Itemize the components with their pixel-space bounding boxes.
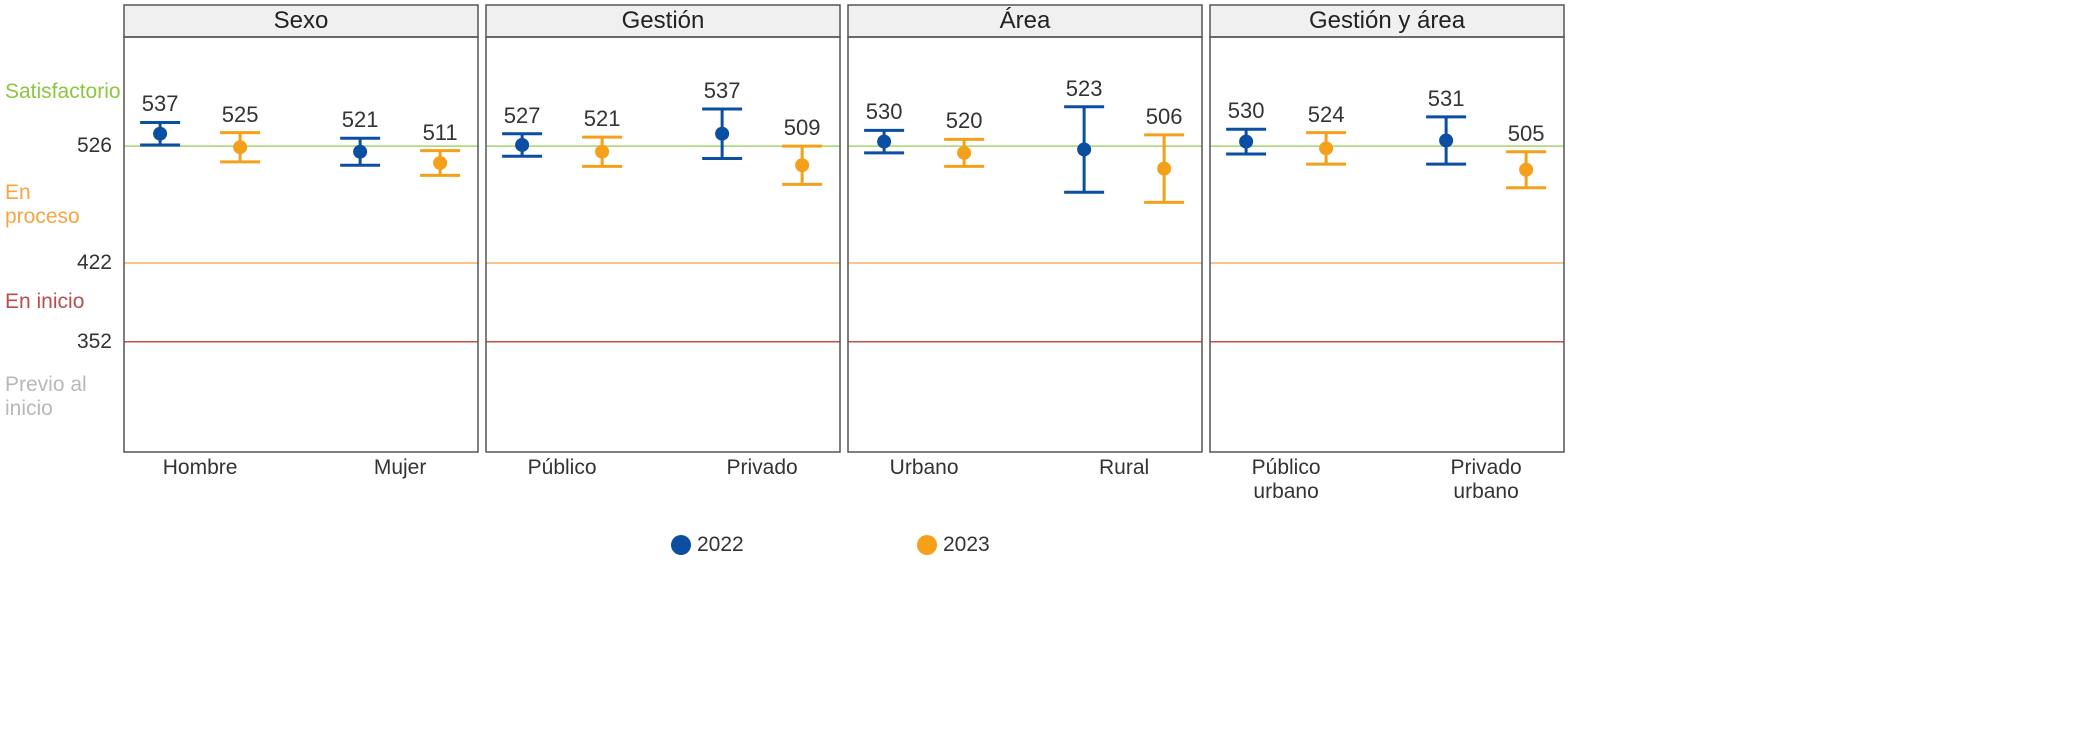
data-label: 531: [1427, 85, 1465, 111]
point: [1439, 133, 1454, 148]
strip: [847, 4, 1203, 38]
data-label: 505: [1507, 120, 1545, 146]
data-label: 523: [1065, 75, 1103, 101]
panel-frame: [1209, 36, 1565, 453]
panel-frame: [123, 36, 479, 453]
data-label: 509: [783, 115, 821, 141]
level-label: Previo al inicio: [5, 372, 87, 420]
point: [715, 126, 730, 141]
data-label: 530: [865, 99, 903, 125]
point: [795, 158, 810, 173]
point: [515, 137, 530, 152]
point: [1157, 161, 1172, 176]
x-tick-label: Urbano: [889, 456, 959, 479]
legend-label: 2023: [943, 533, 990, 556]
x-tick-label: Rural: [1099, 456, 1150, 479]
x-tick-label: Público urbano: [1251, 456, 1321, 503]
panel-frame: [485, 36, 841, 453]
x-tick-label: Hombre: [162, 456, 238, 479]
strip: [123, 4, 479, 38]
point: [957, 145, 972, 160]
level-label: En inicio: [5, 290, 85, 314]
panel-frame: [847, 36, 1203, 453]
point: [595, 144, 610, 159]
y-tick-label: 352: [76, 329, 112, 353]
data-label: 521: [583, 106, 621, 132]
y-tick-label: 526: [76, 134, 112, 158]
legend-swatch: [671, 535, 691, 555]
panel-title: Gestión y área: [1308, 7, 1466, 34]
data-label: 537: [703, 77, 741, 103]
panel-title: Área: [999, 7, 1051, 34]
y-tick-label: 422: [76, 251, 112, 275]
point: [1519, 162, 1534, 177]
x-tick-label: Público: [527, 456, 597, 479]
data-label: 527: [503, 102, 541, 128]
panel-title: Sexo: [273, 7, 329, 34]
data-label: 525: [221, 101, 259, 127]
level-label: En proceso: [5, 180, 80, 228]
point: [1239, 134, 1254, 149]
point: [1077, 142, 1092, 157]
legend-swatch: [917, 535, 937, 555]
x-tick-label: Privado: [726, 456, 798, 479]
point: [877, 134, 892, 149]
data-label: 530: [1227, 98, 1265, 124]
level-label: Satisfactorio: [5, 79, 121, 103]
point: [433, 155, 448, 170]
data-label: 521: [341, 107, 379, 133]
data-label: 524: [1307, 101, 1345, 127]
legend-label: 2022: [697, 533, 744, 556]
point: [353, 144, 368, 159]
data-label: 520: [945, 108, 983, 134]
data-label: 506: [1145, 103, 1183, 129]
point: [153, 126, 168, 141]
data-label: 537: [141, 91, 179, 117]
data-label: 511: [422, 119, 458, 145]
x-tick-label: Privado urbano: [1450, 456, 1522, 503]
panel-title: Gestión: [621, 7, 705, 34]
point: [1319, 141, 1334, 156]
point: [233, 140, 248, 155]
x-tick-label: Mujer: [373, 456, 427, 479]
